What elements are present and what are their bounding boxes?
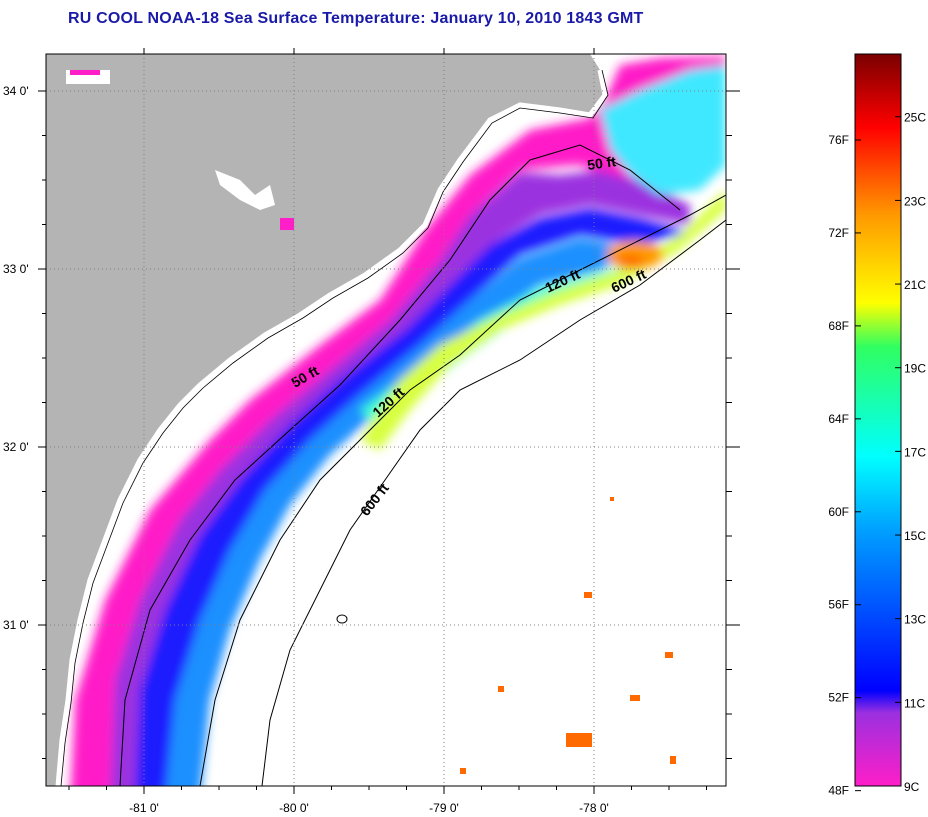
cbar-label-celsius: 19C [904,362,926,376]
lon-label: -78 0' [579,801,609,815]
lon-label: -79 0' [429,801,459,815]
isobaths [119,144,726,786]
cbar-label-celsius: 25C [904,111,926,125]
land-patch-nw-pink [70,70,100,75]
colorbar-gradient [854,53,902,787]
sst-band-blue [135,208,690,786]
lon-label: -80 0' [279,801,309,815]
graticule [46,54,726,786]
cbar-label-fahrenheit: 72F [828,226,849,240]
lat-label: 34 0' [3,84,29,98]
lat-label: 32 0' [3,440,29,454]
sst-band-yellow [360,190,726,450]
sst-bands [70,56,726,786]
shoreline [60,69,609,786]
sst-band-cyan-north [600,65,726,195]
cbar-label-fahrenheit: 64F [828,412,849,426]
cbar-label-celsius: 9C [904,780,920,794]
cbar-label-celsius: 23C [904,194,926,208]
land-patch-lake [215,170,275,210]
isobath-50ft [119,144,681,786]
shoreline-fringe [55,69,608,786]
cbar-label-fahrenheit: 68F [828,319,849,333]
cbar-label-fahrenheit: 48F [828,784,849,798]
lat-label: 31 0' [3,618,29,632]
land-mass [46,54,605,786]
map-title: RU COOL NOAA-18 Sea Surface Temperature:… [68,10,644,27]
cbar-label-fahrenheit: 56F [828,598,849,612]
isobath-seamount [336,614,348,624]
cbar-label-fahrenheit: 60F [828,505,849,519]
sst-warm-patch-core [616,255,644,269]
sst-band-purple [110,170,690,786]
isobath-600ft [261,219,726,786]
lat-label: 33 0' [3,262,29,276]
isobath-120ft [199,194,726,786]
cbar-label-celsius: 11C [904,696,925,710]
cbar-label-fahrenheit: 76F [828,133,849,147]
plot-frame [45,53,727,787]
colorbar: 25C 23C 21C 19C 17C 15C 13C 11C 9C 76F 72F 68F 64F 60… [828,53,926,798]
warm-specks [460,497,676,774]
cbar-label-fahrenheit: 52F [828,691,849,705]
colorbar-labels: 25C 23C 21C 19C 17C 15C 13C 11C 9C 76F 72F 68F 64F 60… [828,111,926,798]
sst-band-lightblue [166,238,640,786]
map-axes: -81 0' -80 0' -79 0' -78 0' 34 0' 33 0' 32 0' 3… [3,48,740,815]
land-patch-island [280,218,294,230]
cbar-label-celsius: 21C [904,278,926,292]
cbar-label-celsius: 15C [904,529,926,543]
lon-label: -81 0' [129,801,159,815]
cbar-label-celsius: 17C [904,445,926,459]
cbar-label-celsius: 13C [904,613,926,627]
